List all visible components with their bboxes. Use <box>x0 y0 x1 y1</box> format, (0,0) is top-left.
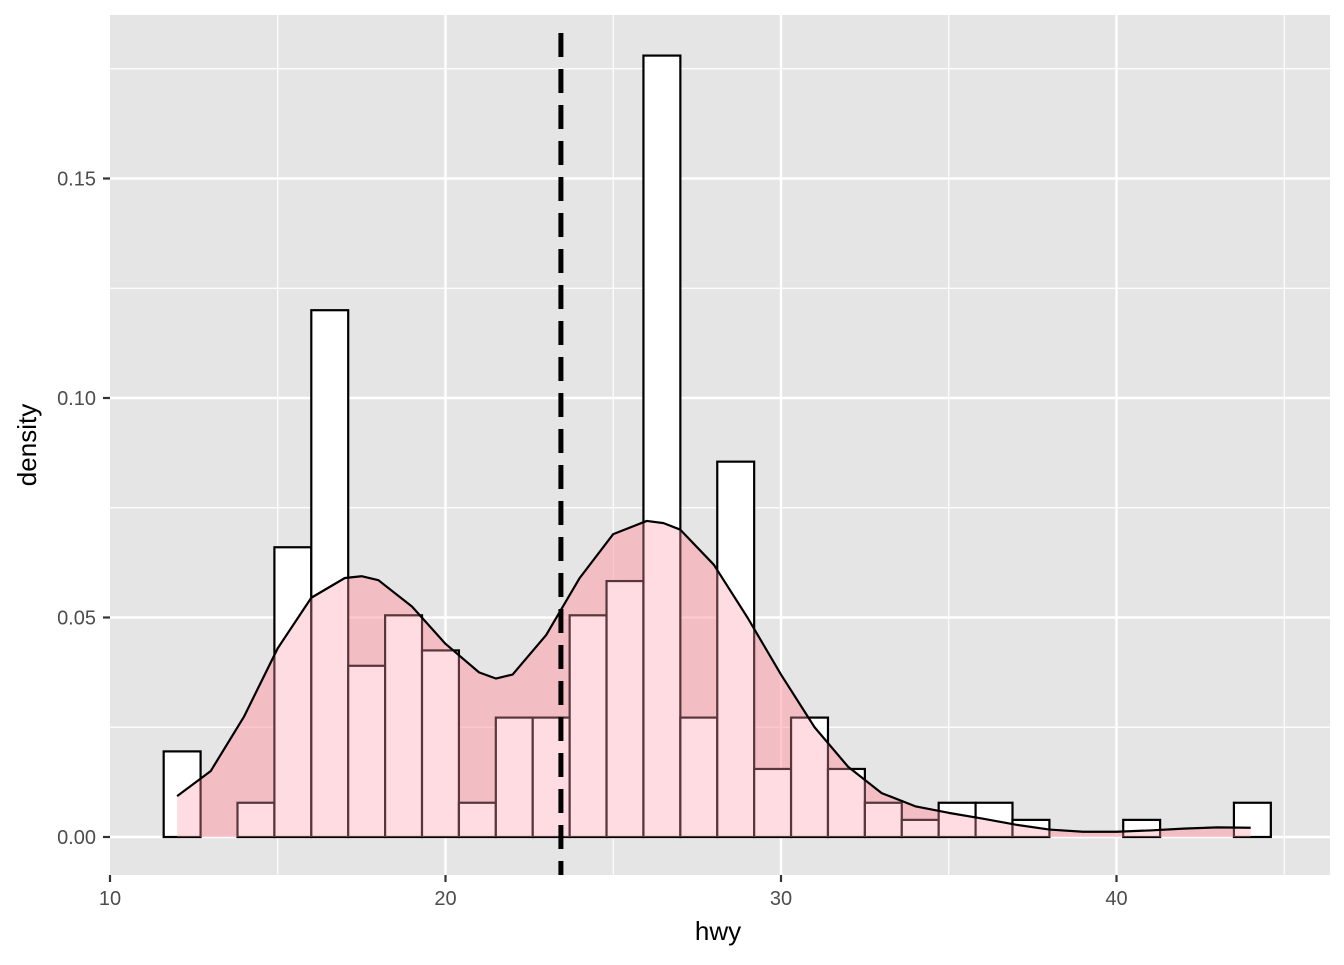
density-curve <box>176 519 1251 833</box>
y-tick-label: 0.05 <box>57 608 96 630</box>
y-tick-label: 0.10 <box>57 388 96 410</box>
x-tick-label: 10 <box>99 888 121 910</box>
density-curve-layer <box>176 519 1251 837</box>
histogram-bar <box>420 649 461 839</box>
histogram-bar <box>716 460 756 839</box>
histogram-bar <box>384 614 424 839</box>
x-axis-label: hwy <box>695 916 741 946</box>
x-tick-label: 30 <box>770 888 792 910</box>
histogram-bar <box>1122 818 1162 839</box>
y-axis: 0.00 0.05 0.10 0.15 <box>57 169 110 849</box>
y-tick-label: 0.15 <box>57 169 96 191</box>
density-area-overlay <box>177 520 1251 837</box>
histogram-bar <box>457 801 497 839</box>
histogram-bar <box>1232 801 1272 839</box>
histogram-bar <box>642 54 682 839</box>
x-axis: 10 20 30 40 <box>99 875 1128 910</box>
histogram-bar <box>494 716 534 839</box>
histogram-bar <box>753 767 793 839</box>
histogram-bar <box>826 767 866 839</box>
histogram-bar <box>273 546 313 839</box>
histogram-bar <box>162 750 202 839</box>
histogram-bar <box>605 579 645 839</box>
histogram-bar <box>679 716 719 839</box>
histogram-bar <box>236 801 276 839</box>
histogram-bar <box>310 309 350 839</box>
histogram-bar <box>347 664 387 839</box>
histogram-bar <box>937 801 977 839</box>
x-tick-label: 40 <box>1105 888 1127 910</box>
y-tick-label: 0.00 <box>57 827 96 849</box>
histogram-bars <box>162 54 1272 839</box>
y-axis-label: density <box>12 404 42 486</box>
x-tick-label: 20 <box>434 888 456 910</box>
